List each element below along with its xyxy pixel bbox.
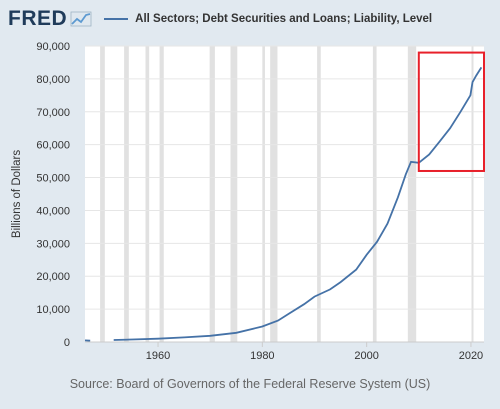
recession-band-4 [209,46,215,342]
legend-label: All Sectors; Debt Securities and Loans; … [135,13,433,25]
y-axis-label: Billions of Dollars [11,150,23,238]
recession-band-9 [372,46,377,342]
recession-band-8 [317,46,321,342]
recession-band-1 [124,46,129,342]
y-tick-label: 70,000 [36,107,70,119]
chart-header: FRED All Sectors; Debt Securities and Lo… [8,6,494,32]
recession-band-5 [230,46,238,342]
series-line [84,66,483,342]
y-tick-label: 30,000 [36,238,70,250]
x-axis-ticks: 1960 1980 2000 2020 [146,342,483,362]
legend-swatch [104,18,129,20]
y-tick-label: 40,000 [36,205,70,217]
y-tick-label: 10,000 [36,304,70,316]
recession-bands [100,46,474,342]
y-tick-label: 0 [64,337,70,349]
y-tick-label: 90,000 [36,41,70,53]
recession-band-6 [262,46,265,342]
y-tick-label: 20,000 [36,271,70,283]
recession-band-10 [407,46,417,342]
fred-logo[interactable]: FRED [8,7,68,30]
source-note: Source: Board of Governors of the Federa… [69,377,431,391]
recession-band-7 [270,46,278,342]
gridlines [85,45,484,310]
plot-area [85,46,484,342]
x-tick-label: 1980 [250,350,274,362]
highlight-box [417,51,485,172]
recession-band-3 [159,46,164,342]
recession-band-0 [100,46,105,342]
fred-chart-line-icon [70,11,92,27]
recession-band-11 [471,46,474,342]
y-tick-label: 50,000 [36,173,70,185]
y-tick-label: 80,000 [36,74,70,86]
x-tick-label: 2020 [459,350,483,362]
x-tick-label: 1960 [146,350,170,362]
x-tick-label: 2000 [354,350,378,362]
y-tick-label: 60,000 [36,140,70,152]
recession-band-2 [145,46,150,342]
y-axis-ticks: 0 10,000 20,000 30,000 40,000 50,000 60,000 70,… [36,41,70,349]
